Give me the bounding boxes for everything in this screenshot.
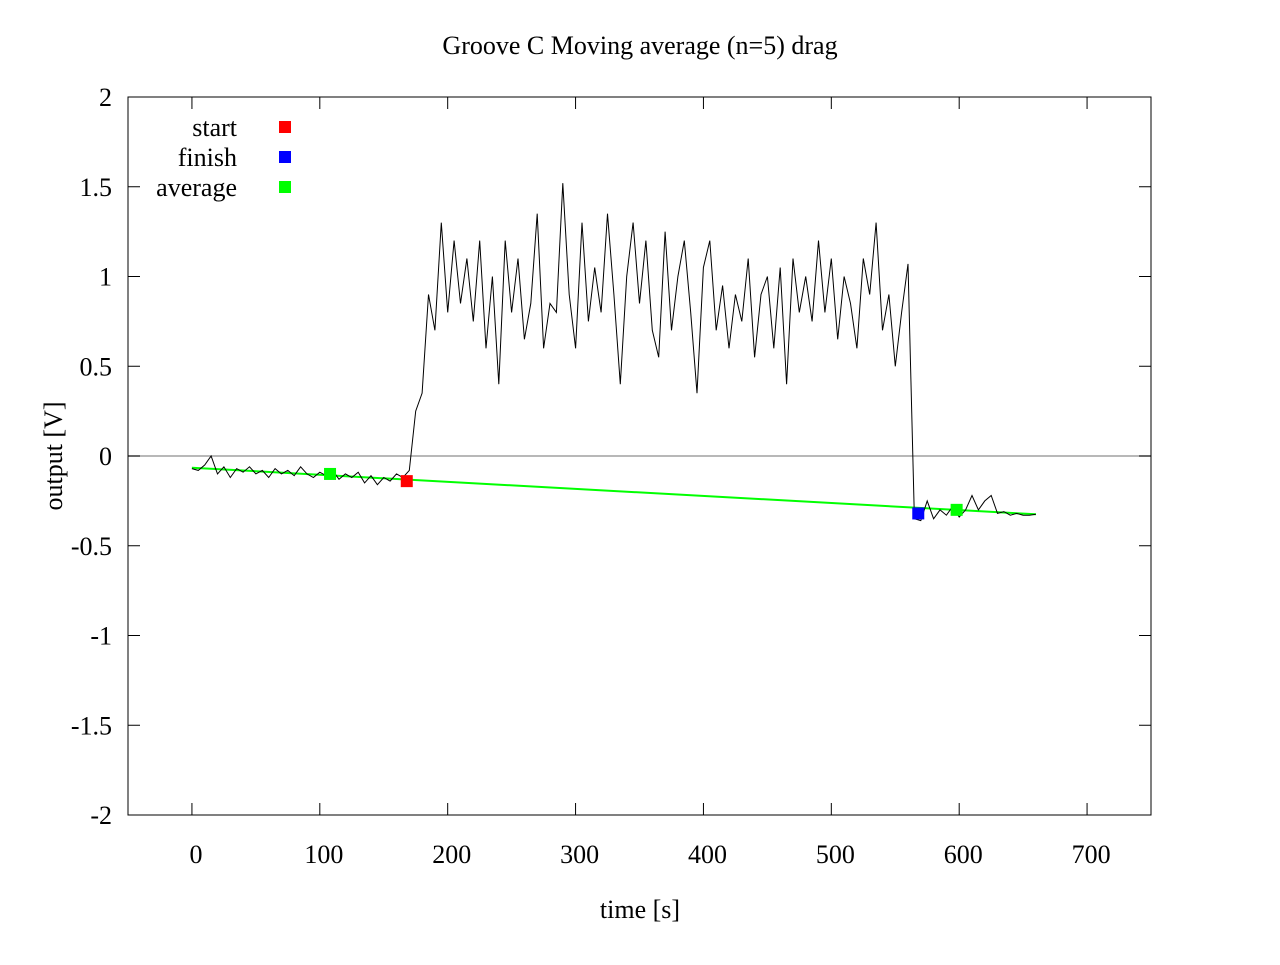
x-tick-label: 700	[1072, 840, 1111, 869]
y-tick-label: 2	[99, 83, 112, 112]
y-tick-label: -1.5	[71, 711, 112, 740]
x-tick-label: 500	[816, 840, 855, 869]
x-tick-label: 100	[304, 840, 343, 869]
legend-swatch	[279, 181, 291, 193]
data-line	[191, 183, 1036, 522]
y-tick-label: 0	[99, 442, 112, 471]
chart-title: Groove C Moving average (n=5) drag	[442, 31, 837, 60]
y-tick-label: 0.5	[80, 352, 113, 381]
x-tick-label: 400	[688, 840, 727, 869]
y-tick-label: -1	[90, 622, 112, 651]
legend-label: average	[156, 173, 237, 202]
y-tick-label: 1	[99, 263, 112, 292]
y-axis-label: output [V]	[39, 401, 68, 510]
x-axis-label: time [s]	[600, 895, 680, 924]
x-tick-label: 300	[560, 840, 599, 869]
legend-swatch	[279, 151, 291, 163]
fit-line	[191, 466, 1036, 516]
y-tick-label: 1.5	[80, 173, 113, 202]
y-tick-label: -2	[90, 801, 112, 830]
x-tick-label: 0	[189, 840, 202, 869]
legend-label: finish	[178, 143, 237, 172]
marker	[324, 467, 337, 480]
x-tick-label: 200	[432, 840, 471, 869]
x-tick-label: 600	[944, 840, 983, 869]
y-tick-label: -0.5	[71, 532, 112, 561]
legend-swatch	[279, 121, 291, 133]
marker	[400, 475, 413, 488]
plot-frame	[127, 96, 1152, 816]
marker	[912, 507, 925, 520]
marker	[950, 503, 963, 516]
legend-label: start	[192, 113, 238, 142]
